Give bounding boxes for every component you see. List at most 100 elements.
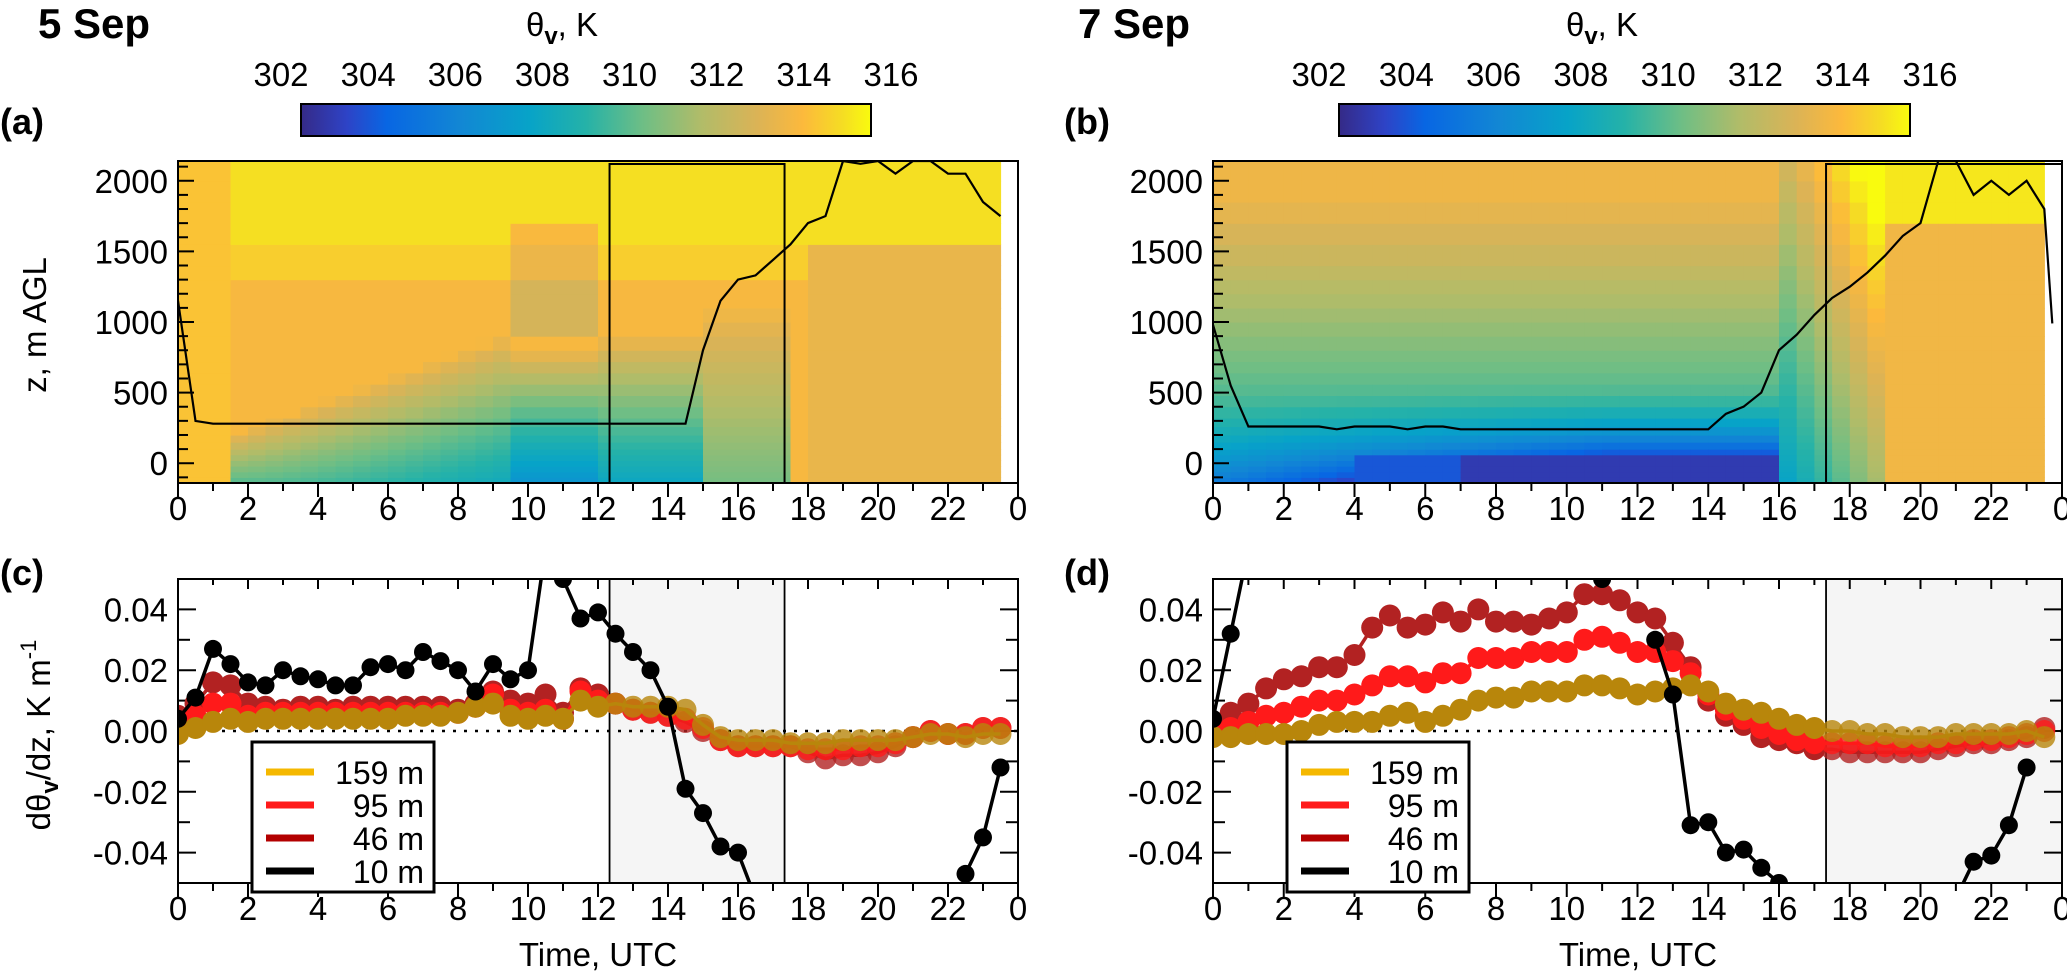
heatmap-cell xyxy=(1867,471,1886,478)
heatmap-cell xyxy=(563,265,582,281)
heatmap-cell xyxy=(1779,471,1798,478)
heatmap-cell xyxy=(248,350,267,363)
heatmap-cell xyxy=(1496,244,1515,267)
heatmap-cell xyxy=(405,406,424,419)
heatmap-cell xyxy=(1743,361,1762,374)
heatmap-cell xyxy=(825,265,844,281)
heatmap-cell xyxy=(2026,426,2045,436)
heatmap-cell xyxy=(895,372,914,385)
legend-label: 46 m xyxy=(1388,821,1459,857)
data-point xyxy=(2033,726,2056,749)
heatmap-cell xyxy=(1230,418,1249,428)
heatmap-cell xyxy=(930,361,949,374)
heatmap-cell xyxy=(230,471,249,478)
heatmap-cell xyxy=(1672,322,1692,337)
heatmap-cell xyxy=(633,466,652,473)
heatmap-cell xyxy=(615,406,634,419)
heatmap-cell xyxy=(1938,460,1957,467)
heatmap-cell xyxy=(1248,449,1267,456)
heatmap-cell xyxy=(1655,454,1674,461)
heatmap-cell xyxy=(528,202,547,224)
heatmap-cell xyxy=(248,435,267,443)
heatmap-cell xyxy=(1566,418,1586,428)
colorbar-tick-label: 308 xyxy=(515,56,570,93)
heatmap-cell xyxy=(1955,426,1975,436)
heatmap-cell xyxy=(755,406,774,419)
heatmap-cell xyxy=(248,477,267,483)
heatmap-cell xyxy=(633,202,652,224)
heatmap-cell xyxy=(248,322,267,337)
heatmap-cell xyxy=(1655,350,1674,363)
data-point xyxy=(1431,662,1454,685)
heatmap-cell xyxy=(1354,466,1373,473)
heatmap-cell xyxy=(825,279,844,295)
heatmap-cell xyxy=(1531,202,1550,224)
heatmap-cell xyxy=(1690,336,1709,351)
heatmap-cell xyxy=(685,293,704,309)
heatmap-cell xyxy=(563,372,582,385)
heatmap-cell xyxy=(913,418,932,428)
heatmap-cell xyxy=(1619,322,1639,337)
heatmap-cell xyxy=(1319,442,1338,450)
heatmap-cell xyxy=(860,244,879,267)
heatmap-cell xyxy=(1248,244,1267,267)
heatmap-cell xyxy=(1743,322,1762,337)
heatmap-cell xyxy=(1832,435,1851,443)
heatmap-cell xyxy=(248,426,267,436)
heatmap-cell xyxy=(1248,466,1267,473)
heatmap-cell xyxy=(335,435,354,443)
heatmap-cell xyxy=(283,223,302,245)
heatmap-cell xyxy=(860,161,879,182)
heatmap-cell xyxy=(510,426,529,436)
heatmap-cell xyxy=(475,265,494,281)
heatmap-cell xyxy=(580,293,599,309)
z-tick-label: 0 xyxy=(1185,445,1203,482)
heatmap-cell xyxy=(1266,293,1285,309)
heatmap-cell xyxy=(1389,471,1409,478)
heatmap-cell xyxy=(1955,372,1975,385)
series-line xyxy=(1602,579,1605,580)
data-point xyxy=(466,682,485,701)
heatmap-cell xyxy=(1283,202,1303,224)
heatmap-cell xyxy=(388,426,407,436)
heatmap-cell xyxy=(2008,395,2028,408)
heatmap-cell xyxy=(1584,418,1603,428)
heatmap-cell xyxy=(895,471,914,478)
heatmap-cell xyxy=(948,279,967,295)
heatmap-cell xyxy=(1761,395,1780,408)
data-point xyxy=(274,661,292,680)
heatmap-cell xyxy=(1336,265,1356,281)
heatmap-cell xyxy=(1938,336,1957,351)
data-point xyxy=(447,701,469,724)
heatmap-cell xyxy=(1460,384,1479,396)
x-tick-label: 4 xyxy=(1345,490,1363,527)
heatmap-cell xyxy=(1672,466,1692,473)
heatmap-cell xyxy=(703,265,722,281)
heatmap-cell xyxy=(388,279,407,295)
heatmap-cell xyxy=(913,161,932,182)
heatmap-cell xyxy=(1743,466,1762,473)
heatmap-cell xyxy=(808,322,827,337)
heatmap-cell xyxy=(1319,460,1338,467)
heatmap-cell xyxy=(213,471,232,478)
heatmap-cell xyxy=(948,466,967,473)
heatmap-cell xyxy=(388,449,407,456)
heatmap-cell xyxy=(1655,372,1674,385)
heatmap-cell xyxy=(1266,223,1285,245)
heatmap-cell xyxy=(1301,265,1320,281)
heatmap-cell xyxy=(1602,279,1621,295)
heatmap-cell xyxy=(545,454,564,461)
heatmap-cell xyxy=(790,477,809,483)
heatmap-cell xyxy=(1283,460,1303,467)
heatmap-cell xyxy=(1407,454,1426,461)
heatmap-cell xyxy=(1425,449,1444,456)
heatmap-cell xyxy=(230,435,249,443)
data-point xyxy=(202,692,224,715)
heatmap-cell xyxy=(1584,426,1603,436)
heatmap-cell xyxy=(1955,202,1975,224)
heatmap-cell xyxy=(1478,322,1497,337)
heatmap-cell xyxy=(370,460,389,467)
heatmap-cell xyxy=(405,244,424,267)
heatmap-cell xyxy=(703,426,722,436)
data-point xyxy=(429,704,452,727)
